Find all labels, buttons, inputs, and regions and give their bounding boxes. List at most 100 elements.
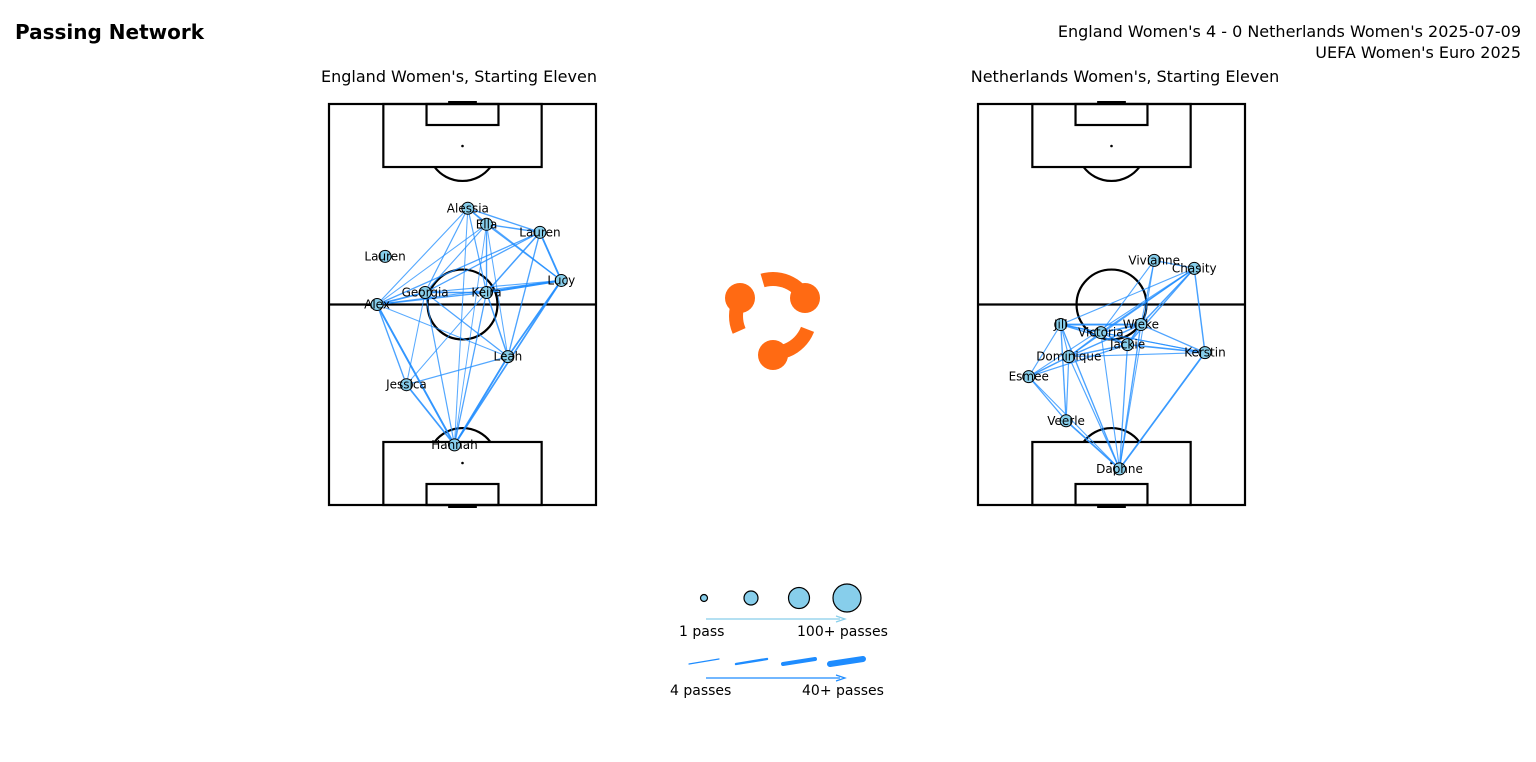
pass-edge-daphne-vivianne <box>1118 260 1155 469</box>
pass-edge-keira-jessica <box>406 292 487 386</box>
brand-logo <box>720 270 835 375</box>
pass-edge-lauren-leah <box>507 232 541 357</box>
figure-title: Passing Network <box>15 20 205 44</box>
player-label: Kerstin <box>1184 346 1225 360</box>
penalty-box-top <box>1031 102 1192 169</box>
pass-edge-keira-lucy <box>486 279 562 294</box>
pass-edge-alex-georgia <box>376 291 426 306</box>
player-node <box>1198 346 1212 360</box>
player-node <box>1062 350 1076 364</box>
pass-edge-kerstin-daphne <box>1118 352 1206 470</box>
player-label: Jill <box>1053 318 1068 332</box>
legend-edge-width-3 <box>781 657 817 666</box>
pass-edge-veerle-daphne <box>1065 420 1121 470</box>
pass-edge-dominique-esmee <box>1028 355 1070 378</box>
six-yard-box-top <box>425 102 500 127</box>
player-label: Alex <box>364 298 390 312</box>
player-label: Jackie <box>1109 338 1145 352</box>
pass-edge-georgia-leah <box>424 291 509 358</box>
player-label: Hannah <box>431 438 478 452</box>
player-node <box>1059 414 1073 428</box>
pass-edge-esmee-veerle <box>1028 376 1067 422</box>
player-label: Chasity <box>1172 261 1217 275</box>
pass-edge-chasity-kerstin <box>1193 268 1206 353</box>
pass-edge-georgia-jessica <box>405 292 426 385</box>
penalty-spot-bottom <box>461 461 464 465</box>
pass-edge-chasity-vivianne <box>1154 259 1195 270</box>
penalty-spot-top <box>1110 144 1113 148</box>
pass-edge-victoria-kerstin <box>1100 331 1206 354</box>
pitch-title-home: England Women's, Starting Eleven <box>321 67 597 86</box>
player-label: Jessica <box>385 378 427 392</box>
pitch-title-away: Netherlands Women's, Starting Eleven <box>970 67 1280 86</box>
pass-edge-jessica-hannah <box>405 384 456 446</box>
pitch-home: Alessia Ella Lauren Lauren Lucy Georgia Keira A… <box>327 101 598 508</box>
legend-edge-width-1 <box>688 658 720 665</box>
legend-edge-arrowhead <box>835 674 847 682</box>
pass-edge-lauren-ella <box>486 223 541 234</box>
pass-edge-georgia-ella <box>424 223 487 293</box>
player-label: Vivianne <box>1128 253 1180 267</box>
pass-edge-jackie-dominique <box>1068 343 1128 358</box>
player-label: Lucy <box>547 273 575 287</box>
pass-edge-wieke-kerstin <box>1140 323 1206 354</box>
pass-edge-dominique-veerle <box>1065 356 1070 421</box>
pass-edge-dominique-daphne <box>1068 356 1121 470</box>
player-node <box>1147 253 1161 267</box>
pass-edge-keira-hannah <box>453 292 488 445</box>
six-yard-box-bottom <box>425 482 500 507</box>
player-node <box>399 378 413 392</box>
pass-edge-ella-leah <box>486 224 509 357</box>
pass-edge-georgia-alessia <box>424 207 469 293</box>
legend-nodes-min-label: 1 pass <box>679 624 725 640</box>
player-node <box>1187 261 1201 275</box>
player-label: Dominique <box>1036 350 1101 364</box>
legend-edge-width-4 <box>827 656 866 667</box>
pass-edge-hannah-alessia <box>453 208 469 445</box>
legend-node-size-2 <box>743 590 759 606</box>
player-label: Leah <box>493 350 522 364</box>
player-label: Esmee <box>1009 370 1049 384</box>
penalty-spot-top <box>461 144 464 148</box>
pass-edge-jill-daphne <box>1060 324 1121 470</box>
penalty-arc-bottom <box>433 426 492 443</box>
player-node <box>418 285 432 299</box>
pass-edge-georgia-lauren <box>424 231 541 294</box>
pass-edge-georgia-lucy <box>425 279 562 294</box>
competition-name: UEFA Women's Euro 2025 <box>1315 43 1521 62</box>
player-node <box>554 273 568 287</box>
legend-edges-max-label: 40+ passes <box>802 683 884 699</box>
player-node <box>378 249 392 263</box>
pass-edge-leah-jessica <box>406 356 509 386</box>
player-node <box>533 225 547 239</box>
pass-edge-alex-leah <box>376 304 509 358</box>
player-label: Lauren <box>364 249 405 263</box>
legend-node-arrowhead <box>835 615 847 623</box>
pass-edge-jill-jackie <box>1060 323 1128 346</box>
penalty-arc-top <box>1082 166 1141 183</box>
pass-edge-keira-leah <box>485 292 509 357</box>
pass-edge-keira-alessia <box>467 208 488 293</box>
pass-edge-chasity-esmee <box>1028 267 1195 378</box>
legend-node-size-1 <box>699 593 709 603</box>
player-label: Alessia <box>447 201 489 215</box>
player-node <box>1022 370 1036 384</box>
player-node <box>461 201 475 215</box>
penalty-arc-bottom <box>1082 426 1141 443</box>
pass-edge-victoria-wieke <box>1100 323 1142 334</box>
player-label: Veerle <box>1047 414 1085 428</box>
legend-node-size-3 <box>787 586 811 610</box>
pass-edge-hannah-ella <box>454 224 488 445</box>
legend <box>688 583 866 682</box>
match-info: England Women's 4 - 0 Netherlands Women'… <box>1058 21 1521 63</box>
player-nodes: Alessia Ella Lauren Lauren Lucy Georgia Keira A… <box>364 201 575 452</box>
player-node <box>501 350 515 364</box>
player-node <box>447 438 461 452</box>
pass-edge-lauren-alessia <box>467 207 541 233</box>
pass-edges <box>1028 259 1206 470</box>
legend-nodes-max-label: 100+ passes <box>797 624 888 640</box>
player-label: Georgia <box>402 285 449 299</box>
